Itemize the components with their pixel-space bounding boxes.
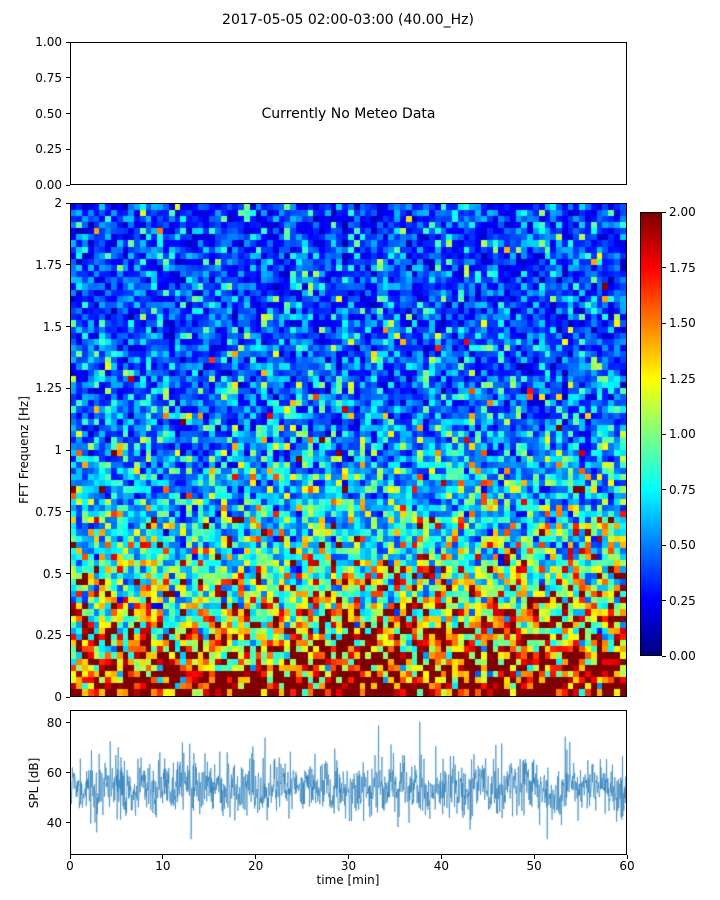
time-axis-label: time [min] (316, 873, 380, 887)
fft-ytick-label: 0.75 (35, 504, 62, 519)
tick-mark (66, 264, 70, 266)
colorbar-tick-label: 0.75 (669, 482, 696, 497)
fft-ytick-label: 1.75 (35, 257, 62, 272)
tick-mark (66, 822, 70, 823)
tick-mark (66, 387, 70, 389)
meteo-ytick-label: 0.25 (35, 142, 62, 157)
tick-mark (662, 378, 666, 379)
spectrogram-panel (70, 203, 627, 697)
fft-ytick-label: 2 (54, 196, 62, 210)
time-xtick-label: 20 (248, 859, 264, 873)
tick-mark (162, 855, 164, 859)
tick-mark (662, 600, 666, 601)
tick-mark (66, 772, 70, 773)
meteo-ytick-label: 0.00 (35, 178, 62, 192)
colorbar-tick-label: 1.25 (669, 371, 696, 386)
time-xtick-label: 40 (433, 859, 449, 873)
time-xtick-label: 10 (155, 859, 171, 873)
colorbar (640, 212, 662, 656)
time-xtick-label: 50 (526, 859, 542, 873)
no-meteo-text: Currently No Meteo Data (261, 105, 436, 122)
tick-mark (66, 113, 70, 114)
tick-mark (66, 326, 70, 327)
spl-ytick-label: 80 (46, 715, 62, 730)
colorbar-tick-label: 1.50 (669, 316, 696, 330)
meteo-ytick-label: 0.75 (35, 70, 62, 85)
spectrogram-canvas (71, 204, 626, 696)
spl-ytick-label: 60 (46, 765, 62, 780)
colorbar-tick-label: 1.00 (669, 427, 696, 441)
tick-mark (348, 855, 349, 859)
tick-mark (662, 655, 666, 657)
tick-mark (626, 855, 628, 859)
tick-mark (66, 511, 70, 513)
tick-mark (69, 855, 71, 859)
colorbar-tick-label: 2.00 (669, 205, 696, 219)
time-xtick-label: 30 (340, 859, 357, 873)
fft-ytick-label: 1.25 (35, 381, 62, 396)
tick-mark (66, 573, 70, 574)
tick-mark (533, 855, 535, 859)
spl-panel (70, 710, 627, 855)
tick-mark (440, 855, 442, 859)
tick-mark (662, 322, 666, 324)
fft-ytick-label: 0.25 (35, 628, 62, 643)
tick-mark (66, 77, 70, 79)
tick-mark (66, 41, 70, 43)
meteo-ytick-label: 0.50 (35, 106, 62, 121)
tick-mark (66, 449, 70, 451)
fft-ytick-label: 1 (54, 443, 62, 457)
tick-mark (66, 184, 70, 186)
spl-ytick-label: 40 (46, 815, 62, 830)
tick-mark (66, 634, 70, 636)
colorbar-tick-label: 0.50 (669, 538, 696, 552)
spl-ylabel: SPL [dB] (27, 757, 41, 809)
colorbar-tick-label: 1.75 (669, 260, 696, 275)
tick-mark (662, 544, 666, 546)
tick-mark (66, 202, 70, 204)
tick-mark (662, 267, 666, 268)
tick-mark (66, 722, 70, 723)
time-xtick-label: 0 (66, 859, 74, 873)
tick-mark (662, 489, 666, 490)
figure-title: 2017-05-05 02:00-03:00 (40.00_Hz) (222, 12, 474, 28)
time-xtick-label: 60 (619, 859, 635, 873)
colorbar-canvas (641, 213, 661, 655)
tick-mark (66, 696, 70, 698)
fft-ytick-label: 0 (54, 690, 62, 704)
tick-mark (255, 855, 257, 859)
tick-mark (662, 211, 666, 213)
tick-mark (66, 148, 70, 150)
tick-mark (662, 433, 666, 435)
spl-canvas (71, 711, 626, 854)
meteo-ytick-label: 1.00 (35, 35, 62, 49)
colorbar-tick-label: 0.00 (669, 649, 696, 663)
spectrogram-ylabel: FFT Frequenz [Hz] (17, 396, 31, 504)
fft-ytick-label: 0.5 (42, 566, 62, 581)
colorbar-tick-label: 0.25 (669, 593, 696, 608)
fft-ytick-label: 1.5 (42, 319, 62, 334)
meteo-panel: Currently No Meteo Data (70, 42, 627, 185)
